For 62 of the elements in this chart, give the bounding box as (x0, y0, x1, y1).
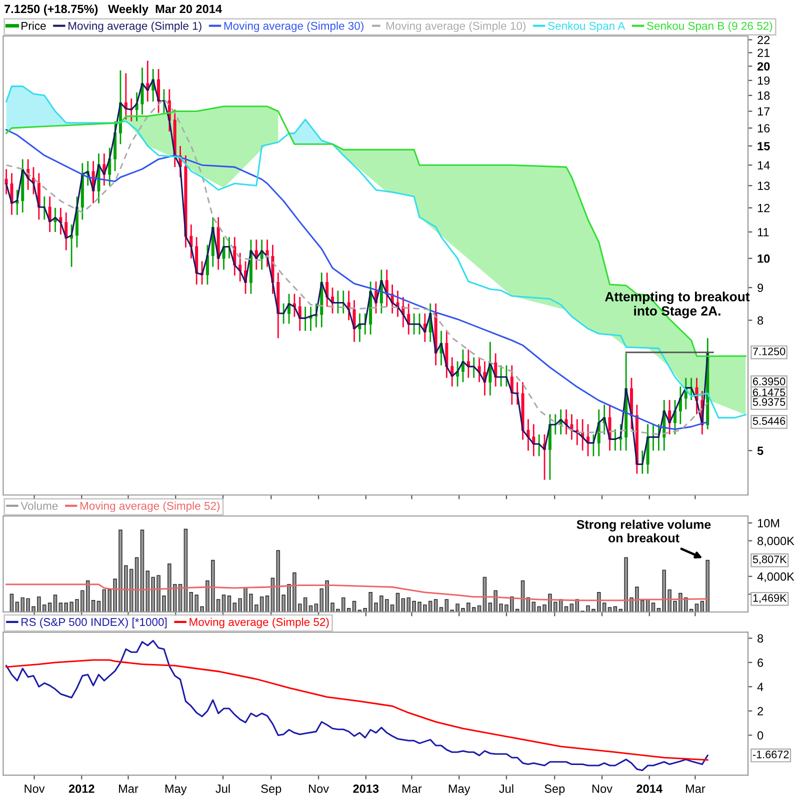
text: 6.1475 (753, 388, 786, 396)
x-tick-label: Mar (686, 784, 706, 793)
x-tick-label: Nov (308, 784, 329, 793)
y-tick-label: 0 (757, 731, 764, 740)
x-tick-label: 2013 (353, 784, 379, 793)
text: 7.1250 (753, 348, 786, 356)
y-tick-label: 6 (758, 658, 764, 667)
text: 5,807K (752, 556, 787, 564)
legend-label: Senkou Span B (9 26 52) (647, 22, 772, 32)
text: -1.6672 (752, 750, 789, 758)
y-tick-label: 17 (758, 107, 770, 116)
x-tick-label: Nov (24, 784, 45, 793)
x-tick-label: Nov (592, 784, 612, 793)
line-series (6, 640, 708, 772)
y-tick-label: 13 (758, 182, 770, 190)
legend-label: Volume (20, 502, 58, 510)
legend-label: Moving average (Simple 30) (224, 22, 364, 32)
legend-label: RS (S&P 500 INDEX) [*1000] (22, 618, 167, 628)
y-tick-label: 2 (758, 706, 763, 716)
text: 6.3950 (753, 378, 786, 386)
y-tick-label: 8 (758, 634, 764, 643)
y-tick-label: 10 (758, 254, 770, 263)
y-tick-label: 5 (757, 446, 764, 455)
y-tick-label: 9 (758, 284, 764, 292)
text: 1,469K (753, 594, 787, 604)
x-tick-label: Mar (119, 784, 138, 793)
legend-label: Moving average (Simple 1) (68, 22, 202, 32)
y-tick-label: 20 (757, 62, 770, 71)
y-tick-label: 18 (758, 91, 770, 100)
y-tick-label: 19 (758, 76, 770, 85)
x-tick-label: Jul (216, 784, 230, 793)
y-tick-label: 21 (758, 48, 770, 57)
annotation: Strong relative volume on breakout (576, 520, 711, 542)
chart-title: 7.1250 (+18.75%) Weekly Mar 20 2014 (4, 4, 222, 16)
x-tick-label: 2014 (636, 784, 662, 793)
y-tick-label: 22 (758, 36, 770, 44)
y-tick-label: 14 (758, 161, 770, 170)
y-tick-label: 11 (758, 228, 769, 236)
x-tick-label: Jul (499, 784, 514, 793)
text: 5.9375 (752, 398, 786, 406)
legend-label: Price (22, 22, 46, 30)
legend-label: Moving average (Simple 10) (386, 22, 526, 32)
x-tick-label: Sep (261, 784, 282, 796)
y-tick-label: 4 (757, 682, 764, 691)
legend-label: Senkou Span A (548, 22, 626, 32)
x-tick-label: Mar (402, 784, 422, 793)
y-tick-label: 8,000K (758, 536, 794, 547)
line-series (6, 659, 708, 761)
x-tick-label: May (165, 784, 187, 796)
y-tick-label: 8 (758, 316, 764, 325)
y-tick-label: 4,000K (757, 572, 794, 582)
legend-label: Moving average (Simple 52) (80, 502, 220, 512)
x-tick-label: 2012 (68, 784, 94, 793)
text: 5.5446 (752, 417, 786, 425)
x-tick-label: Sep (544, 784, 565, 796)
legend-label: Moving average (Simple 52) (190, 618, 329, 628)
y-tick-label: 15 (758, 142, 770, 150)
y-tick-label: 16 (758, 124, 770, 132)
line-series (6, 584, 708, 602)
y-tick-label: 10M (758, 518, 780, 528)
y-tick-label: 12 (758, 204, 770, 212)
x-tick-label: May (448, 784, 470, 796)
